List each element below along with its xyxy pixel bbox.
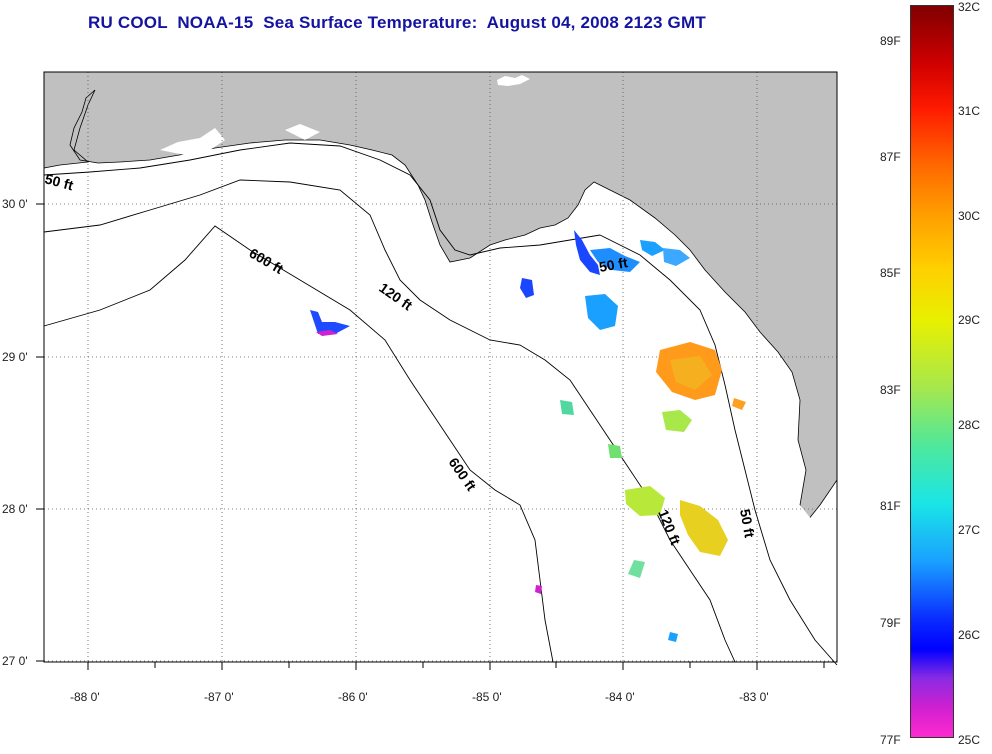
colorbar-fahrenheit-label: 77F — [880, 733, 901, 747]
colorbar-celsius-label: 26C — [958, 628, 981, 642]
contour-label: 50 ft — [737, 508, 758, 539]
colorbar-celsius-label: 28C — [958, 418, 981, 432]
colorbar-fahrenheit-label: 81F — [880, 499, 901, 513]
lat-label: 27 0' — [2, 654, 28, 668]
colorbar-celsius-label: 27C — [958, 523, 981, 537]
lat-label: 29 0' — [2, 350, 28, 364]
lon-label: -86 0' — [338, 690, 368, 704]
contour-600ft — [43, 225, 554, 663]
sst-data-patches — [310, 230, 746, 642]
colorbar-fahrenheit-label: 89F — [880, 34, 901, 48]
map-frame — [43, 71, 838, 663]
lon-label: -83 0' — [739, 690, 769, 704]
lat-label: 28 0' — [2, 502, 28, 516]
bathymetry-contours — [43, 142, 838, 666]
ticks — [36, 203, 825, 670]
colorbar-celsius-label: 29C — [958, 313, 981, 327]
colorbar-celsius-label: 30C — [958, 209, 981, 223]
contour-50ft-north — [43, 142, 601, 256]
colorbar-fahrenheit-label: 87F — [880, 150, 901, 164]
colorbar-fahrenheit-label: 85F — [880, 266, 901, 280]
land-mass — [43, 71, 838, 521]
lat-label: 30 0' — [2, 197, 28, 211]
colorbar-fahrenheit-label: 83F — [880, 383, 901, 397]
inland-lake — [497, 75, 530, 86]
colorbar-celsius-label: 32C — [958, 0, 981, 14]
graticule — [44, 72, 837, 662]
contour-label: 50 ft — [598, 254, 629, 275]
sst-colorbar — [910, 5, 954, 738]
lon-label: -85 0' — [472, 690, 502, 704]
contour-50ft-east — [599, 234, 838, 666]
contour-120ft-north — [43, 179, 736, 663]
colorbar-fahrenheit-label: 79F — [880, 616, 901, 630]
lon-label: -87 0' — [204, 690, 234, 704]
map-title: RU COOL NOAA-15 Sea Surface Temperature:… — [88, 13, 706, 32]
lon-label: -88 0' — [70, 690, 100, 704]
colorbar-celsius-label: 25C — [958, 733, 981, 747]
contour-label: 50 ft — [43, 170, 75, 193]
colorbar-celsius-label: 31C — [958, 104, 981, 118]
lon-label: -84 0' — [605, 690, 635, 704]
